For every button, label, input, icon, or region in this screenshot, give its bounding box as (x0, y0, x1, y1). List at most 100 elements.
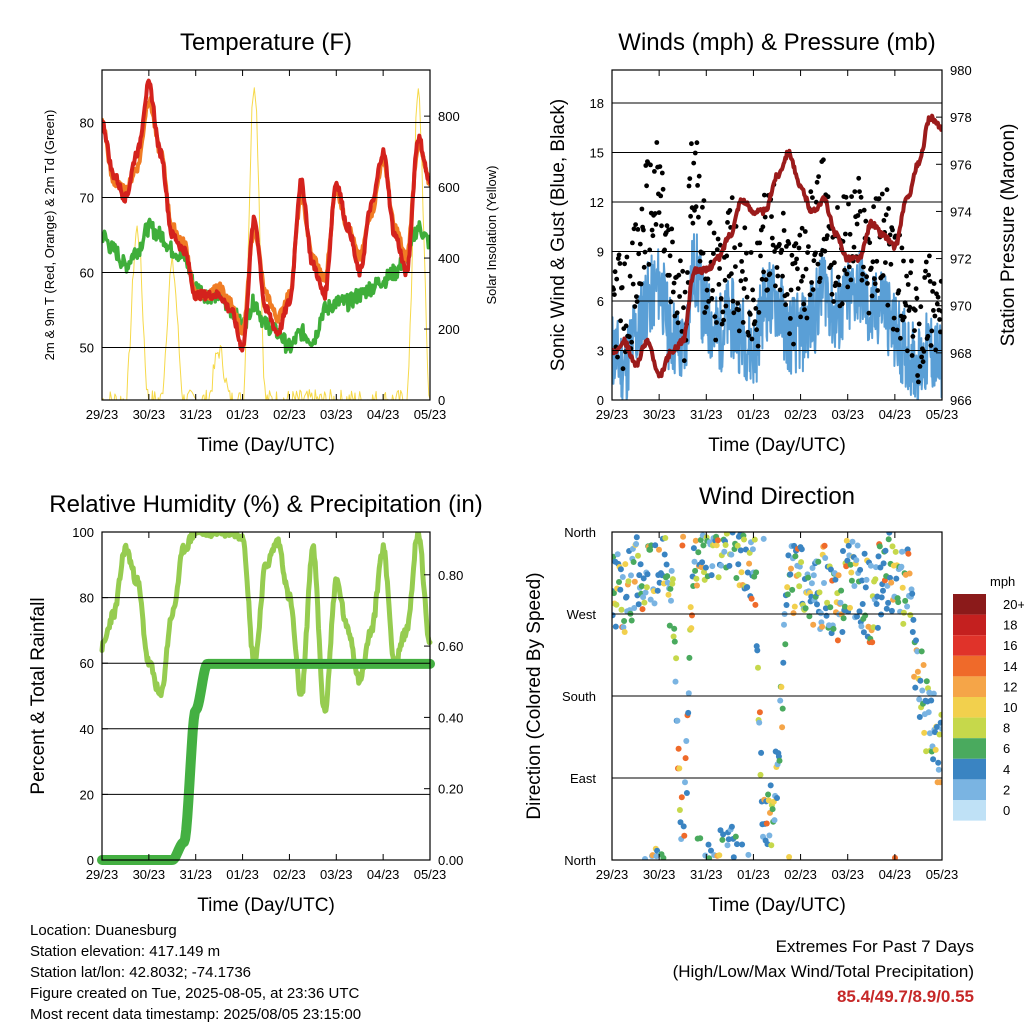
direction-point (729, 532, 736, 536)
gust-point (700, 204, 705, 210)
direction-point (664, 579, 671, 586)
gust-point (777, 241, 782, 247)
gust-point (670, 289, 676, 295)
direction-point (664, 573, 671, 580)
gust-point (858, 194, 864, 200)
x-tick-label: 03/23 (320, 867, 353, 882)
gust-point (832, 260, 837, 266)
direction-point (921, 729, 928, 736)
legend-label: 12 (1003, 679, 1017, 694)
direction-point (670, 633, 677, 640)
right-tick-label: 976 (950, 157, 972, 172)
gust-point (926, 272, 931, 278)
direction-point (920, 662, 927, 668)
gust-point (671, 280, 677, 286)
gust-point (697, 258, 703, 264)
gust-point (761, 269, 766, 275)
gust-point (709, 296, 715, 301)
gust-point (857, 189, 862, 195)
direction-point (806, 613, 813, 620)
gust-point (787, 331, 792, 337)
direction-point (847, 604, 853, 611)
right-tick-label: 974 (950, 204, 972, 219)
direction-point (926, 730, 933, 737)
direction-point (641, 599, 648, 606)
y-tick-label: 80 (80, 591, 94, 606)
direction-point (926, 689, 933, 696)
gust-point (694, 140, 700, 146)
direction-point (716, 852, 723, 859)
gust-point (680, 268, 686, 274)
direction-point (913, 637, 919, 644)
gust-point (843, 194, 849, 200)
x-tick-label: 01/23 (226, 407, 259, 422)
direction-point (932, 746, 939, 753)
gust-point (912, 328, 917, 333)
gust-point (821, 157, 826, 163)
direction-point (880, 560, 887, 567)
gust-point (816, 174, 821, 180)
gust-point (688, 213, 693, 219)
gust-point (681, 305, 686, 311)
right-tick-label: 970 (950, 299, 972, 314)
direction-point (676, 807, 683, 813)
direction-point (862, 612, 869, 619)
gust-point (881, 218, 887, 223)
x-tick-label: 29/23 (86, 867, 119, 882)
direction-point (905, 550, 912, 557)
gust-point (756, 310, 762, 315)
gust-point (743, 277, 748, 282)
right-tick-label: 800 (438, 109, 460, 124)
direction-point (788, 565, 794, 572)
direction-point (612, 590, 617, 597)
direction-point (728, 823, 735, 830)
gust-point (798, 314, 803, 320)
gust-point (844, 271, 850, 277)
direction-point (633, 541, 640, 547)
direction-point (898, 563, 905, 570)
direction-point (675, 745, 682, 752)
direction-point (705, 841, 712, 848)
gust-point (835, 205, 840, 210)
direction-point (930, 690, 937, 697)
right-tick-label: 0.80 (438, 568, 463, 583)
gust-point (741, 286, 747, 291)
direction-point (635, 552, 641, 559)
recent-text: Most recent data timestamp: 2025/08/05 2… (30, 1006, 362, 1023)
gust-point (615, 354, 620, 360)
direction-point (789, 586, 796, 593)
direction-point (853, 557, 860, 564)
direction-point (744, 569, 751, 576)
direction-point (630, 559, 637, 565)
pressure-line (612, 113, 942, 379)
gust-point (931, 281, 937, 286)
direction-point (621, 629, 628, 635)
gust-point (725, 220, 730, 225)
gust-point (777, 287, 783, 293)
direction-point (939, 725, 942, 732)
gust-point (861, 264, 866, 270)
gust-point (784, 292, 790, 297)
gust-point (931, 308, 936, 313)
direction-point (798, 559, 805, 566)
gust-point (825, 194, 831, 200)
gust-point (800, 274, 806, 279)
gust-point (707, 219, 713, 225)
direction-point (755, 664, 761, 671)
x-tick-label: 04/23 (367, 407, 400, 422)
gust-point (660, 186, 666, 192)
gust-point (689, 141, 694, 147)
direction-tick-label: East (570, 771, 596, 786)
direction-point (739, 841, 746, 848)
gust-point (918, 304, 924, 310)
dewpoint-line (102, 217, 430, 354)
direction-point (625, 578, 632, 585)
right-tick-label: 0.40 (438, 710, 463, 725)
right-tick-label: 0.60 (438, 639, 463, 654)
gust-point (740, 269, 745, 274)
gust-point (686, 183, 692, 189)
gust-point (641, 264, 647, 270)
direction-point (930, 756, 937, 763)
direction-point (768, 842, 775, 849)
